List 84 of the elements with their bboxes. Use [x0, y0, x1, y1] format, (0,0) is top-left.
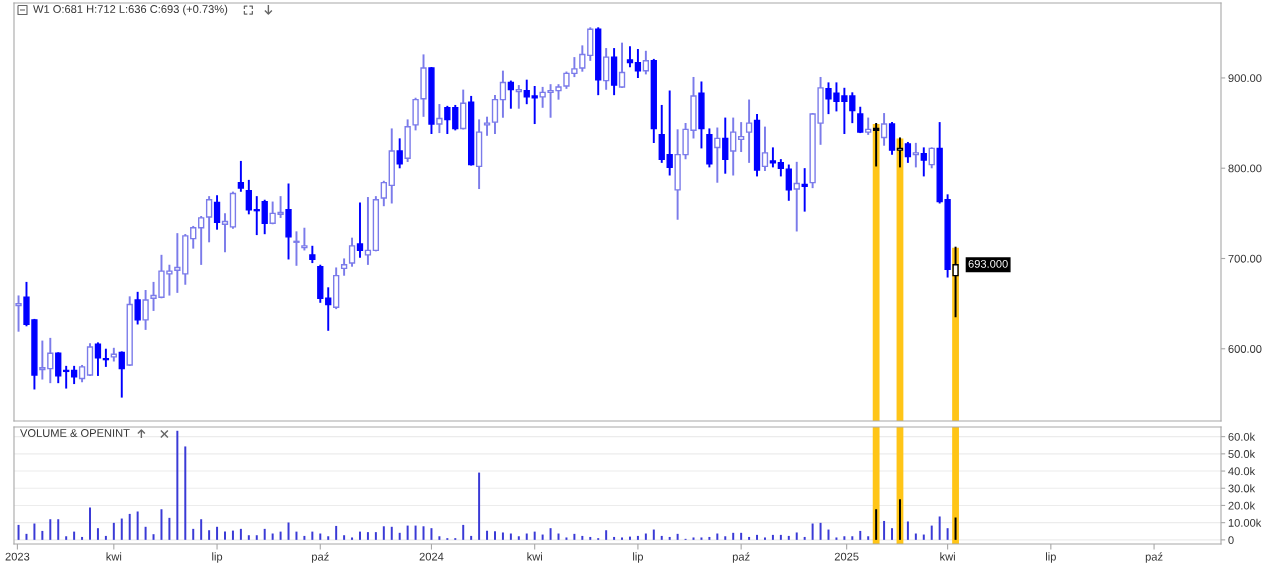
x-tick-label: kwi	[940, 552, 955, 561]
y-tick-label: 40.0k	[1228, 467, 1256, 476]
candlestick	[237, 160, 245, 192]
candlestick	[245, 179, 252, 215]
candlestick	[531, 85, 538, 125]
y-tick-label: 50.0k	[1228, 449, 1256, 458]
candlestick	[301, 227, 308, 251]
candlestick	[380, 180, 387, 207]
y-tick-label: 0	[1228, 536, 1234, 545]
candlestick	[857, 106, 864, 134]
candlestick	[523, 79, 530, 105]
candlestick	[785, 164, 792, 201]
candlestick	[666, 90, 673, 176]
candlestick	[920, 147, 927, 177]
candlestick	[499, 70, 507, 118]
x-tick-label: paź	[732, 552, 750, 563]
candlestick	[118, 351, 125, 398]
y-tick-label: 900.00	[1228, 74, 1262, 83]
y-tick-label: 20.0k	[1228, 501, 1256, 510]
candlestick	[714, 127, 721, 183]
x-tick-label: lip	[212, 552, 223, 563]
candlestick	[190, 225, 197, 249]
y-tick-label: 30.0k	[1228, 484, 1256, 493]
candlestick	[801, 168, 808, 212]
candlestick	[452, 104, 459, 131]
candlestick	[102, 348, 110, 367]
candlestick	[293, 231, 300, 266]
x-tick-label: 2025	[834, 552, 859, 561]
candlestick	[213, 195, 221, 230]
candlestick	[436, 104, 443, 134]
candlestick	[261, 199, 268, 235]
candlestick	[55, 352, 62, 384]
y-tick-label: 700.00	[1228, 254, 1262, 263]
y-tick-label: 10.00k	[1228, 518, 1262, 527]
candlestick	[769, 147, 777, 168]
chart-title: VOLUME & OPENINT	[20, 429, 130, 437]
candlestick	[602, 48, 610, 90]
candlestick	[793, 161, 800, 232]
candlestick	[205, 196, 213, 243]
candlestick	[761, 126, 769, 171]
chart-title: W1 O:681 H:712 L:636 C:693 (+0.73%)	[33, 4, 228, 16]
y-tick-label: 800.00	[1228, 164, 1262, 173]
candlestick	[904, 141, 912, 163]
candlestick	[896, 137, 904, 168]
candlestick	[483, 116, 491, 136]
candlestick	[444, 105, 451, 134]
x-tick-label: paź	[312, 552, 329, 563]
candlestick	[737, 122, 745, 153]
candlestick	[396, 138, 403, 169]
candlestick	[730, 117, 737, 176]
candlestick	[15, 295, 22, 332]
candlestick	[364, 197, 372, 265]
annotation: 693.000	[968, 259, 1008, 268]
candlestick	[912, 142, 920, 168]
candlestick	[507, 80, 515, 109]
candlestick	[872, 123, 880, 167]
candlestick	[356, 202, 364, 258]
candlestick	[134, 291, 141, 325]
candlestick	[515, 85, 522, 109]
candlestick	[642, 50, 650, 75]
candlestick	[722, 117, 729, 174]
x-tick-label: lip	[633, 552, 644, 563]
x-tick-label: 2023	[5, 552, 30, 561]
x-tick-label: 2024	[419, 552, 444, 561]
candlestick	[491, 95, 499, 134]
candlestick	[626, 46, 634, 68]
candlestick	[253, 196, 260, 236]
candlestick	[618, 42, 626, 88]
candlestick	[928, 147, 935, 169]
candlestick	[745, 99, 753, 163]
candlestick	[221, 213, 229, 253]
candlestick	[634, 48, 642, 78]
candlestick	[142, 290, 149, 330]
candlestick	[880, 113, 888, 146]
y-tick-label: 600.00	[1228, 345, 1262, 353]
candlestick	[348, 237, 356, 267]
candlestick	[63, 365, 70, 389]
x-tick-label: kwi	[106, 552, 122, 561]
y-tick-label: 60.0k	[1228, 432, 1256, 441]
x-tick-label: kwi	[527, 552, 542, 561]
candlestick	[198, 216, 205, 265]
candlestick	[94, 342, 102, 376]
x-tick-label: paź	[1145, 552, 1163, 563]
x-tick-label: lip	[1046, 552, 1056, 563]
